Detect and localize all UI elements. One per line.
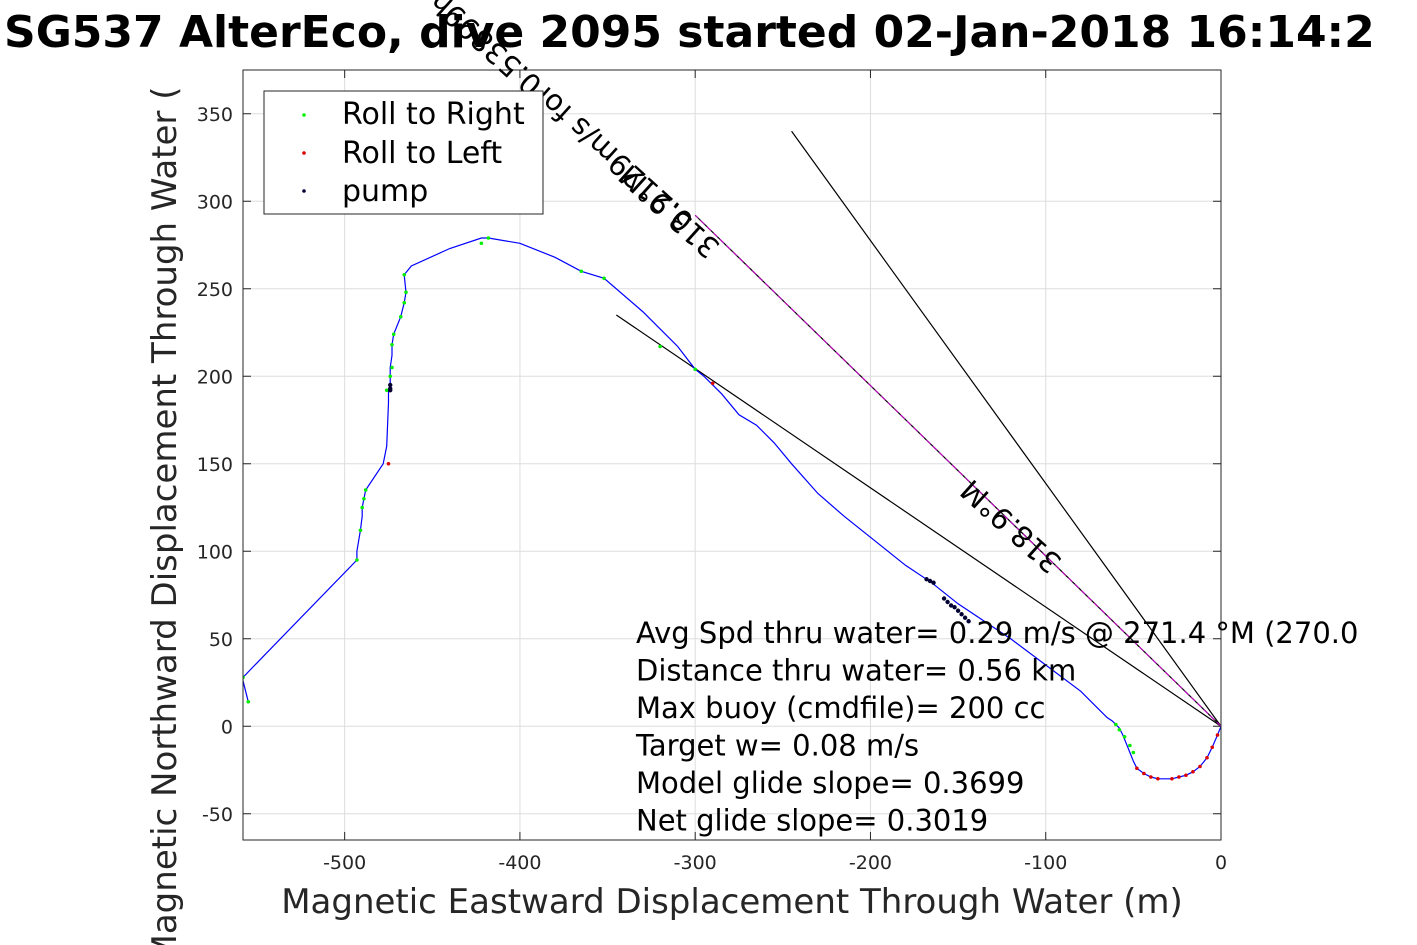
roll-left-point	[1135, 766, 1139, 771]
legend-marker-pump	[302, 189, 306, 193]
roll-right-point	[402, 272, 407, 277]
x-axis-label: Magnetic Eastward Displacement Through W…	[281, 882, 1183, 922]
roll-left-point	[1149, 775, 1153, 779]
roll-left-point	[1170, 776, 1174, 781]
roll-left-point	[1198, 764, 1202, 769]
heading-guide-line	[791, 130, 1221, 727]
stat-line: Target w= 0.08 m/s	[635, 729, 919, 763]
roll-right-point	[246, 699, 251, 704]
pump-point	[924, 577, 929, 582]
roll-left-point	[1215, 733, 1220, 737]
roll-left-point	[1191, 769, 1195, 774]
stats-block: Avg Spd thru water= 0.29 m/s @ 271.4 °M …	[635, 616, 1358, 838]
stat-line: Avg Spd thru water= 0.29 m/s @ 271.4 °M …	[636, 616, 1358, 650]
roll-left-point	[710, 381, 715, 386]
pump-point	[388, 382, 393, 388]
legend-label-pump: pump	[342, 174, 428, 209]
roll-right-point	[658, 344, 662, 349]
roll-right-point	[390, 365, 394, 370]
legend-marker-roll-right	[302, 113, 306, 117]
axes-box	[242, 69, 1222, 841]
legend-marker-roll-left	[302, 151, 306, 155]
x-tick-label: -100	[1024, 852, 1067, 874]
x-tick-label: 0	[1215, 852, 1227, 874]
roll-right-point	[693, 367, 697, 372]
roll-right-point	[360, 505, 364, 510]
axis-ticks: -500 -400 -300 -200 -100 0-500501001502002503…	[197, 70, 1227, 874]
roll-right-point	[1117, 727, 1122, 732]
stat-line: Model glide slope= 0.3699	[636, 766, 1024, 800]
roll-right-point	[391, 332, 396, 337]
x-tick-label: -500	[323, 852, 366, 874]
roll-right-point	[398, 314, 403, 319]
roll-right-point	[1128, 743, 1132, 748]
stat-line: Net glide slope= 0.3019	[636, 804, 988, 838]
y-axis-label: Magnetic Northward Displacement Through …	[145, 87, 185, 945]
pump-point	[962, 615, 968, 620]
y-tick-label: 250	[197, 279, 233, 301]
roll-right-point	[388, 374, 393, 379]
legend-label-roll-left: Roll to Left	[342, 136, 502, 171]
roll-left-point	[1156, 776, 1160, 781]
stat-line: Distance thru water= 0.56 km	[636, 654, 1076, 688]
y-tick-label: 50	[209, 629, 233, 651]
pump-point	[959, 612, 964, 617]
roll-right-point	[404, 290, 408, 295]
y-tick-label: -50	[202, 804, 233, 826]
roll-right-point	[363, 488, 368, 492]
net-heading-line-overlay	[694, 214, 1221, 727]
legend-label-roll-right: Roll to Right	[342, 97, 525, 132]
pump-point	[941, 596, 947, 601]
roll-right-point	[362, 496, 366, 501]
roll-left-point	[1205, 755, 1209, 760]
roll-left-point	[1142, 771, 1146, 776]
roll-right-point	[355, 558, 359, 562]
pump-point	[966, 619, 971, 624]
roll-right-point	[1114, 722, 1118, 727]
chart-title: SG537 AlterEco, dive 2095 started 02-Jan…	[4, 7, 1375, 58]
pump-point	[927, 578, 933, 584]
pump-point	[388, 388, 393, 393]
roll-right-point	[479, 241, 484, 246]
y-tick-label: 300	[197, 191, 233, 213]
roll-right-point	[579, 269, 584, 274]
plot-content	[243, 130, 1221, 781]
x-tick-label: -200	[849, 852, 892, 874]
roll-left-point	[1184, 773, 1188, 778]
roll-right-point	[602, 276, 606, 281]
pump-point	[931, 580, 936, 585]
y-tick-label: 100	[197, 541, 233, 563]
pump-point	[948, 603, 954, 608]
pump-point	[955, 608, 961, 613]
pump-point	[945, 599, 950, 605]
legend-box	[263, 90, 544, 215]
roll-right-point	[1131, 750, 1136, 755]
roll-right-point	[1122, 734, 1127, 739]
roll-left-point	[1177, 775, 1181, 779]
x-tick-label: -300	[674, 852, 717, 874]
y-tick-label: 150	[197, 454, 233, 476]
roll-right-point	[358, 528, 363, 533]
roll-right-point	[390, 342, 394, 347]
y-tick-label: 200	[197, 366, 233, 388]
y-tick-label: 350	[197, 104, 233, 126]
roll-left-point	[1210, 745, 1215, 750]
heading-guide-line	[615, 314, 1221, 727]
y-tick-label: 0	[221, 716, 233, 738]
roll-left-point	[386, 461, 391, 466]
roll-right-point	[402, 300, 407, 305]
pump-point	[952, 605, 957, 610]
x-tick-label: -400	[498, 852, 541, 874]
roll-right-point	[486, 236, 491, 240]
legend: Roll to Right Roll to Left pump	[263, 90, 544, 215]
stat-line: Max buoy (cmdfile)= 200 cc	[636, 691, 1045, 725]
roll-right-point	[384, 388, 389, 393]
